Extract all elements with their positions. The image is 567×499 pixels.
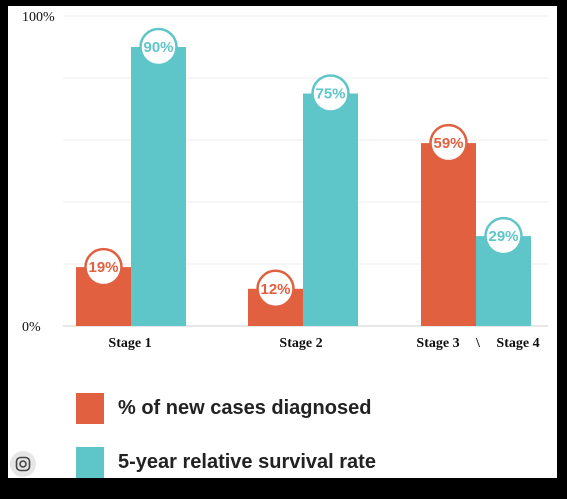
legend-item-new-cases: % of new cases diagnosed bbox=[76, 391, 546, 425]
svg-text:59%: 59% bbox=[433, 135, 463, 152]
chart-panel: 100% 0% 19% 90% 12% 75% 59% 29% Stage 1 Stage 2… bbox=[8, 6, 557, 478]
svg-text:90%: 90% bbox=[143, 39, 173, 56]
svg-text:12%: 12% bbox=[260, 281, 290, 298]
bar-survival bbox=[303, 93, 358, 326]
x-tick-label: Stage 3 bbox=[416, 336, 459, 351]
category-divider: \ bbox=[475, 336, 481, 351]
x-tick-label: Stage 2 bbox=[279, 336, 322, 351]
lens-icon[interactable] bbox=[10, 451, 36, 477]
data-label-survival: 29% bbox=[484, 216, 523, 256]
legend-swatch-survival bbox=[76, 446, 104, 478]
x-tick-label: Stage 4 bbox=[496, 336, 539, 351]
screenshot-frame: 100% 0% 19% 90% 12% 75% 59% 29% Stage 1 Stage 2… bbox=[8, 6, 557, 478]
lens-glyph bbox=[15, 456, 31, 472]
x-axis-labels: Stage 1 Stage 2 Stage 3 Stage 4 \ bbox=[108, 336, 539, 351]
bars bbox=[76, 47, 531, 326]
legend-swatch-new-cases bbox=[76, 392, 104, 424]
data-label-new-cases: 12% bbox=[256, 269, 295, 309]
svg-text:29%: 29% bbox=[488, 228, 518, 245]
legend-label-survival: 5-year relative survival rate bbox=[118, 450, 376, 473]
data-labels: 19% 90% 12% 75% 59% 29% bbox=[84, 27, 523, 309]
legend: % of new cases diagnosed 5-year relative… bbox=[76, 391, 546, 499]
bar-chart: 100% 0% 19% 90% 12% 75% 59% 29% Stage 1 Stage 2… bbox=[22, 10, 548, 351]
y-axis-ticks: 100% 0% bbox=[22, 10, 55, 335]
y-tick-label: 0% bbox=[22, 320, 41, 335]
data-label-new-cases: 19% bbox=[84, 247, 123, 287]
svg-text:75%: 75% bbox=[315, 86, 345, 103]
y-tick-label: 100% bbox=[22, 10, 55, 25]
svg-text:19%: 19% bbox=[88, 259, 118, 276]
data-label-survival: 75% bbox=[311, 74, 350, 113]
data-label-survival: 90% bbox=[139, 27, 178, 67]
data-label-new-cases: 59% bbox=[429, 123, 468, 163]
legend-label-new-cases: % of new cases diagnosed bbox=[118, 396, 372, 419]
bar-survival bbox=[131, 47, 186, 326]
x-tick-label: Stage 1 bbox=[108, 336, 151, 351]
legend-item-survival: 5-year relative survival rate bbox=[76, 445, 546, 479]
bar-new-cases bbox=[421, 143, 476, 326]
